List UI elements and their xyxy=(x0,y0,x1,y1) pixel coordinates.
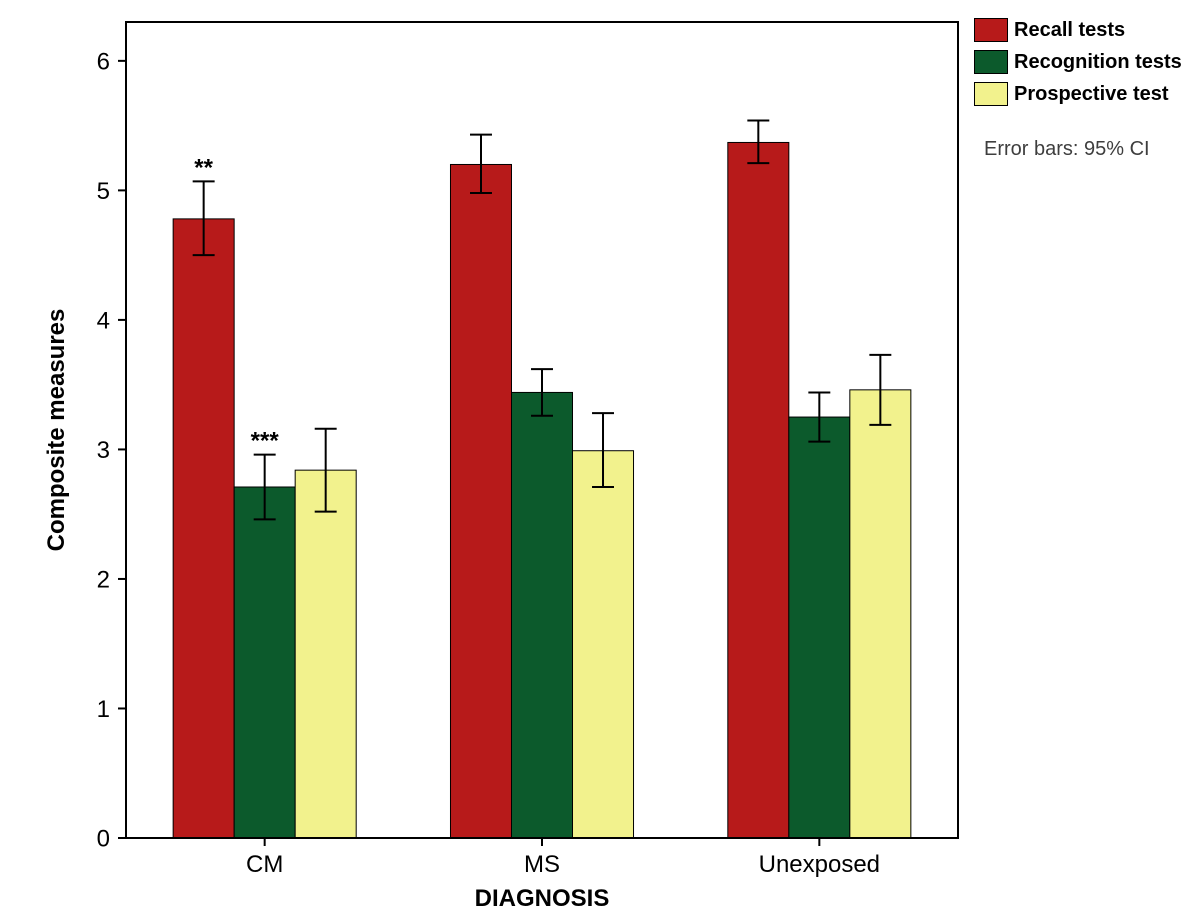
bar xyxy=(789,417,850,838)
legend: Recall tests Recognition tests Prospective… xyxy=(974,18,1182,106)
y-axis-title: Composite measures xyxy=(43,309,70,552)
legend-item: Recognition tests xyxy=(974,50,1182,74)
chart-svg: *****CMMSUnexposed0123456DIAGNOSISCompos… xyxy=(0,0,1200,909)
significance-annotation: ** xyxy=(194,154,213,181)
bar xyxy=(850,390,911,838)
x-tick-label: CM xyxy=(246,851,283,878)
chart-container: *****CMMSUnexposed0123456DIAGNOSISCompos… xyxy=(0,0,1200,909)
legend-item: Recall tests xyxy=(974,18,1182,42)
y-tick-label: 5 xyxy=(97,178,110,205)
legend-label: Prospective test xyxy=(1014,83,1169,106)
bar xyxy=(573,451,634,838)
x-axis-title: DIAGNOSIS xyxy=(475,885,610,909)
y-tick-label: 2 xyxy=(97,566,110,593)
bar xyxy=(234,487,295,838)
legend-swatch xyxy=(974,18,1008,42)
bar xyxy=(173,219,234,838)
legend-swatch xyxy=(974,50,1008,74)
legend-label: Recall tests xyxy=(1014,19,1125,42)
significance-annotation: *** xyxy=(251,428,280,455)
bar xyxy=(450,164,511,838)
bar xyxy=(295,470,356,838)
y-tick-label: 0 xyxy=(97,825,110,852)
bar xyxy=(728,142,789,838)
legend-label: Recognition tests xyxy=(1014,51,1182,74)
y-tick-label: 6 xyxy=(97,48,110,75)
x-tick-label: MS xyxy=(524,851,560,878)
legend-swatch xyxy=(974,82,1008,106)
legend-item: Prospective test xyxy=(974,82,1182,106)
y-tick-label: 1 xyxy=(97,696,110,723)
y-tick-label: 4 xyxy=(97,307,110,334)
x-tick-label: Unexposed xyxy=(759,851,880,878)
y-tick-label: 3 xyxy=(97,437,110,464)
errorbars-note: Error bars: 95% CI xyxy=(984,138,1150,161)
bar xyxy=(511,392,572,838)
